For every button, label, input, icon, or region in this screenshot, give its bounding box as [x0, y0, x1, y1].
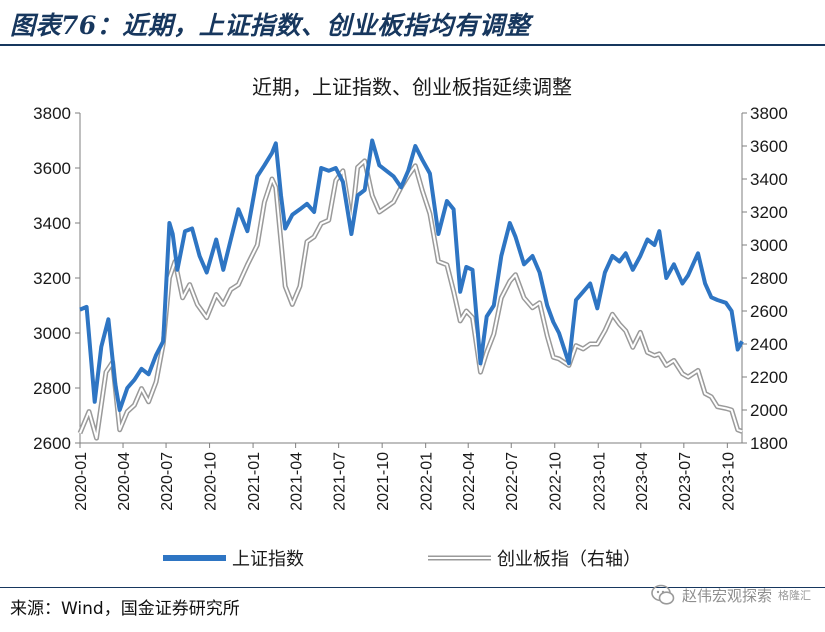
watermark-text: 赵伟宏观探索: [681, 586, 772, 605]
series-layer: [77, 138, 744, 441]
x-tick-label: 2021-01: [246, 452, 263, 511]
legend: 上证指数 创业板指（右轴）: [163, 549, 641, 569]
x-tick-label: 2022-04: [461, 452, 478, 511]
x-tick-label: 2023-01: [591, 452, 608, 511]
left-tick-label: 3000: [33, 324, 71, 343]
right-tick-label: 3400: [750, 170, 788, 189]
left-tick-label: 3400: [33, 214, 71, 233]
x-axis: 2020-01 2020-04 2020-07 2020-10 2021-01 2021-…: [73, 443, 737, 511]
line-chart: 近期，上证指数、创业板指延续调整 3800 3600 3400 3200 3000 280…: [33, 76, 788, 569]
series-chinext-line-outline: [77, 158, 743, 441]
left-tick-label: 2600: [33, 434, 71, 453]
left-tick-label: 3800: [33, 104, 71, 123]
legend-label-sse: 上证指数: [232, 549, 304, 569]
right-tick-label: 3800: [750, 104, 788, 123]
x-tick-label: 2020-01: [73, 452, 90, 511]
x-tick-label: 2022-10: [548, 452, 565, 511]
right-tick-label: 2600: [750, 302, 788, 321]
legend-label-chinext: 创业板指（右轴）: [497, 549, 641, 569]
right-tick-label: 1800: [750, 434, 788, 453]
watermark-sub: 格隆汇: [778, 589, 811, 602]
x-tick-label: 2021-10: [375, 452, 392, 511]
x-tick-label: 2020-10: [203, 452, 220, 511]
right-tick-label: 3200: [750, 203, 788, 222]
left-tick-label: 3200: [33, 269, 71, 288]
left-tick-label: 2800: [33, 379, 71, 398]
right-tick-label: 2000: [750, 401, 788, 420]
series-chinext-line: [79, 159, 743, 440]
x-tick-label: 2021-07: [332, 452, 349, 511]
x-tick-label: 2022-01: [419, 452, 436, 511]
title-underline: [0, 44, 825, 46]
right-tick-label: 3600: [750, 137, 788, 156]
watermark: 赵伟宏观探索 格隆汇: [650, 582, 811, 608]
source-note: 来源：Wind，国金证券研究所: [10, 599, 240, 619]
right-tick-label: 2200: [750, 368, 788, 387]
series-sse-line: [79, 138, 744, 412]
x-tick-label: 2023-07: [677, 452, 694, 511]
right-tick-label: 2400: [750, 335, 788, 354]
x-tick-label: 2021-04: [289, 452, 306, 511]
x-tick-label: 2022-07: [504, 452, 521, 511]
x-tick-label: 2020-04: [116, 452, 133, 511]
x-tick-label: 2020-07: [159, 452, 176, 511]
source-rule: [0, 587, 825, 588]
x-tick-label: 2023-10: [720, 452, 737, 511]
right-tick-label: 3000: [750, 236, 788, 255]
right-tick-label: 2800: [750, 269, 788, 288]
wechat-icon: [651, 584, 675, 605]
figure-title: 图表76：近期，上证指数、创业板指均有调整: [10, 11, 531, 40]
left-axis: 3800 3600 3400 3200 3000 2800 2600: [33, 104, 80, 453]
right-axis: 3800 3600 3400 3200 3000 2800 2600 2400 2200 2000…: [742, 104, 788, 453]
chart-title: 近期，上证指数、创业板指延续调整: [252, 76, 572, 99]
left-tick-label: 3600: [33, 159, 71, 178]
x-tick-label: 2023-04: [634, 452, 651, 511]
